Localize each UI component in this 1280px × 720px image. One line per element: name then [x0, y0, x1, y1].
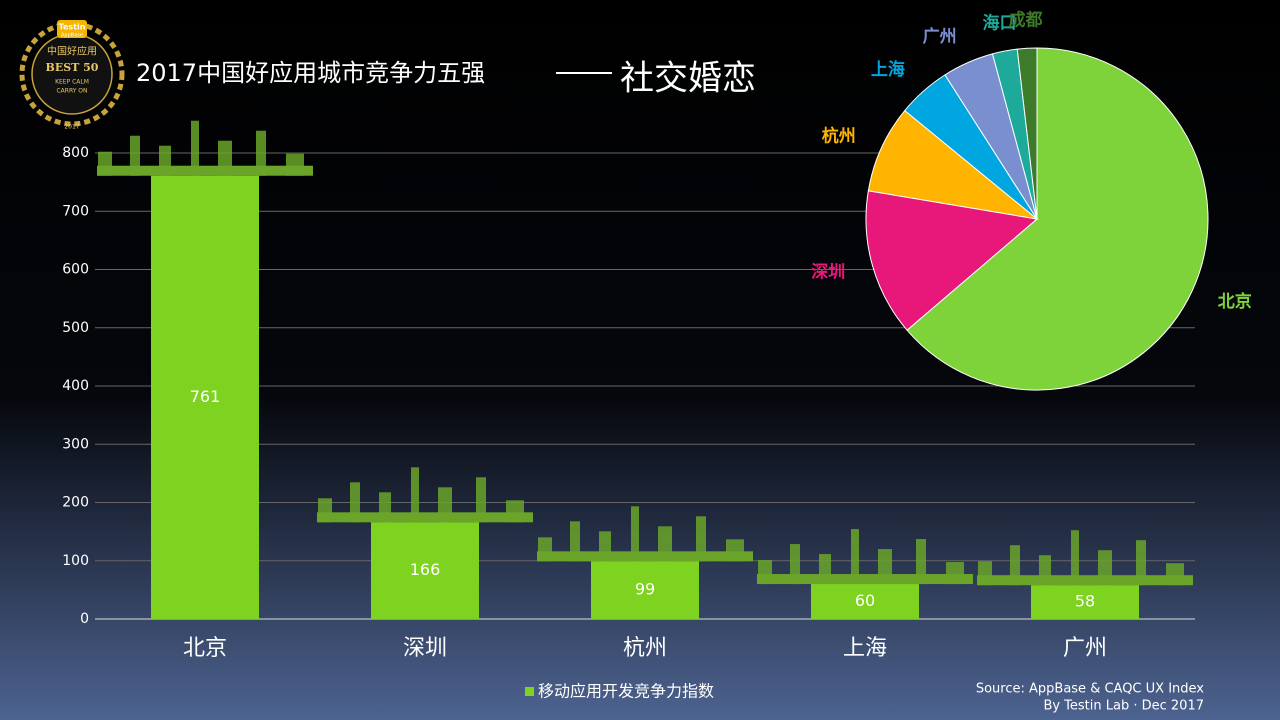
- skyline: [977, 530, 1193, 586]
- skyline-block: [570, 521, 580, 562]
- y-tick-label: 700: [62, 203, 89, 219]
- x-tick-label: 上海: [843, 636, 887, 661]
- y-tick-label: 400: [62, 378, 89, 394]
- legend-label: 移动应用开发竞争力指数: [538, 682, 714, 701]
- x-tick-label: 杭州: [623, 636, 667, 661]
- badge: Testin AppBase 中国好应用 BEST 50 KEEP CALM C…: [19, 20, 125, 131]
- value-label: 166: [410, 560, 441, 579]
- pie-slice: [906, 47, 1209, 391]
- x-tick-label: 北京: [183, 636, 227, 661]
- chart-title: 2017中国好应用城市竞争力五强: [136, 59, 485, 87]
- y-tick-label: 600: [62, 262, 89, 278]
- legend-swatch: [525, 687, 534, 696]
- x-tick-label: 深圳: [403, 636, 447, 661]
- pie-label: 深圳: [811, 261, 845, 282]
- value-label: 99: [635, 580, 655, 599]
- bar: [151, 175, 259, 619]
- skyline-block: [916, 539, 926, 585]
- skyline-block: [191, 120, 199, 176]
- skyline-block: [1136, 540, 1146, 586]
- pie-label: 北京: [1218, 291, 1252, 312]
- skyline-block: [696, 516, 706, 562]
- pie-label: 广州: [923, 26, 957, 47]
- skyline-block: [130, 135, 140, 176]
- skyline: [537, 506, 753, 562]
- badge-line: 中国好应用: [47, 45, 97, 58]
- skyline-block: [256, 130, 266, 176]
- skyline-block: [350, 482, 360, 523]
- chart-subtitle: 社交婚恋: [620, 59, 756, 99]
- pie-slice: [1016, 47, 1038, 220]
- y-tick-label: 200: [62, 495, 89, 511]
- skyline-block: [1071, 530, 1079, 586]
- y-tick-label: 300: [62, 436, 89, 452]
- skyline-base: [977, 575, 1193, 586]
- skyline-base: [537, 551, 753, 562]
- skyline-base: [757, 574, 973, 585]
- pie-slice: [867, 109, 1039, 220]
- y-tick-label: 0: [80, 611, 89, 627]
- pie-slice: [865, 190, 1039, 331]
- credit: By Testin Lab · Dec 2017: [1043, 699, 1204, 714]
- value-label: 58: [1075, 592, 1095, 611]
- skyline-block: [851, 529, 859, 585]
- y-tick-label: 500: [62, 320, 89, 336]
- badge-line: BEST 50: [46, 61, 99, 74]
- skyline-block: [476, 477, 486, 523]
- skyline: [317, 467, 533, 523]
- y-tick-label: 100: [62, 553, 89, 569]
- bar: [1031, 585, 1139, 619]
- badge-logo: [57, 20, 87, 38]
- pie-label: 海口: [983, 13, 1017, 34]
- skyline: [757, 529, 973, 585]
- skyline-block: [631, 506, 639, 562]
- badge-brand: Testin: [59, 23, 86, 32]
- badge-year: 2017: [64, 124, 79, 131]
- bar: [591, 561, 699, 619]
- skyline-base: [317, 512, 533, 523]
- pie-label: 成都: [1008, 9, 1042, 30]
- value-label: 60: [855, 591, 875, 610]
- pie-label: 上海: [871, 59, 905, 80]
- skyline-block: [1010, 545, 1020, 586]
- skyline-block: [790, 544, 800, 585]
- skyline-block: [411, 467, 419, 523]
- bar: [371, 522, 479, 619]
- badge-line: KEEP CALM: [55, 79, 89, 86]
- y-tick-label: 800: [62, 145, 89, 161]
- value-label: 761: [190, 387, 221, 406]
- skyline: [97, 120, 313, 176]
- x-tick-label: 广州: [1063, 636, 1107, 661]
- pie-label: 杭州: [822, 126, 856, 147]
- skyline-base: [97, 165, 313, 176]
- badge-sub: AppBase: [61, 33, 83, 39]
- bar: [811, 584, 919, 619]
- source: Source: AppBase & CAQC UX Index: [976, 682, 1204, 697]
- badge-line: CARRY ON: [56, 88, 87, 95]
